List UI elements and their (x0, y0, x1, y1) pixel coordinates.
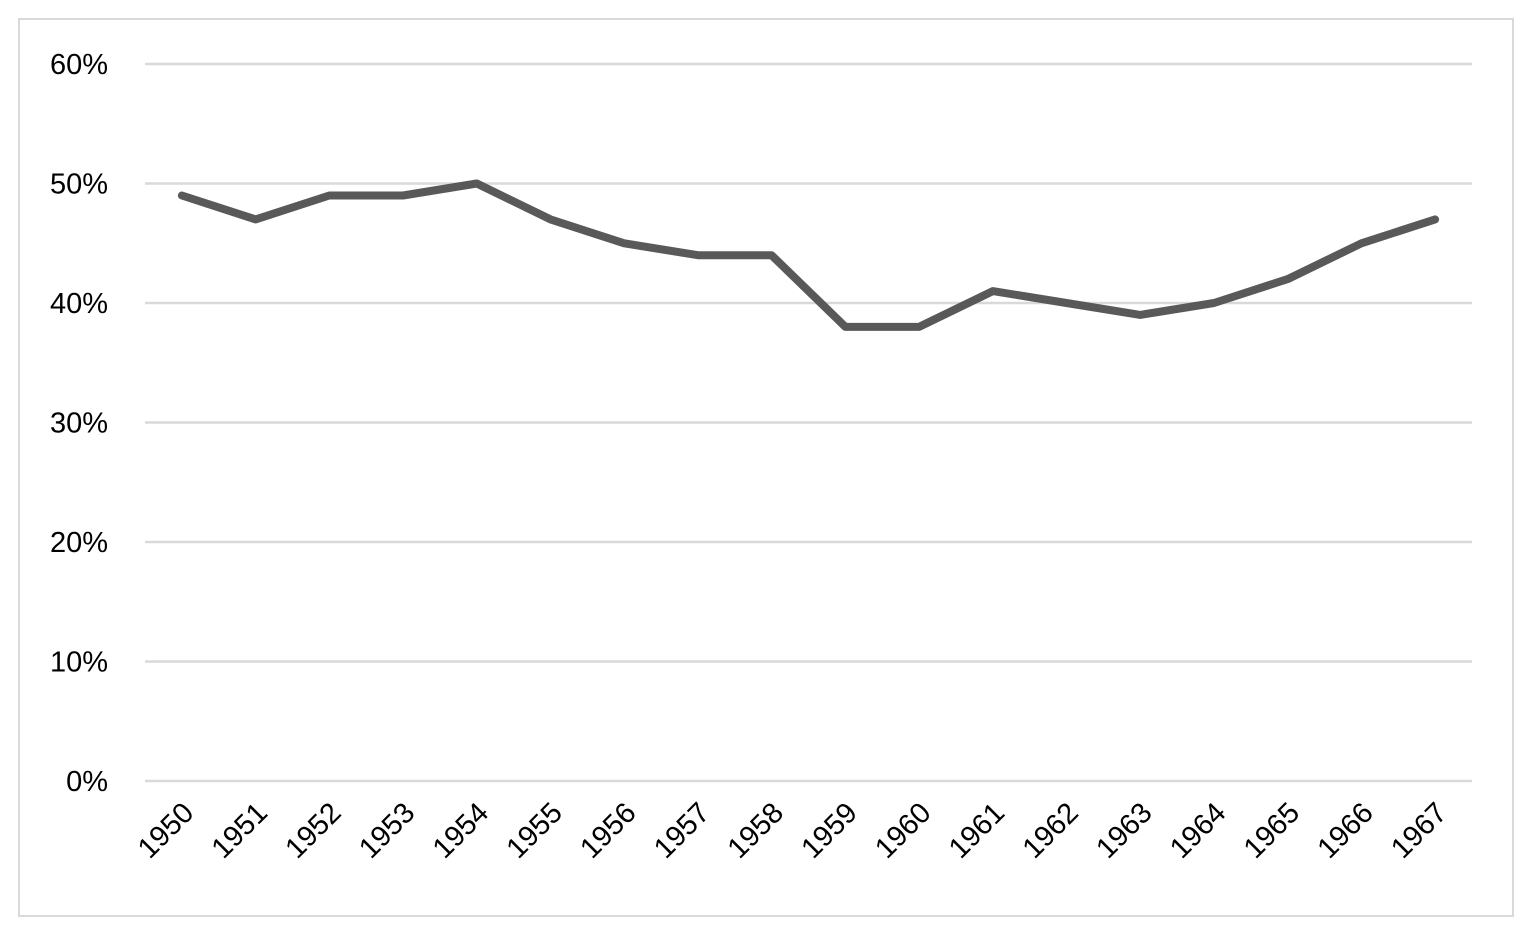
chart-frame (18, 18, 1514, 917)
x-tick-label: 1963 (1090, 797, 1158, 865)
y-tick-label: 20% (50, 527, 108, 559)
x-tick-label: 1966 (1312, 797, 1380, 865)
x-tick-label: 1952 (279, 797, 347, 865)
series-layer (177, 179, 1440, 331)
x-tick-label: 1957 (648, 797, 716, 865)
x-tick-label: 1967 (1385, 797, 1453, 865)
x-tick-label: 1960 (869, 797, 937, 865)
x-tick-label: 1964 (1164, 797, 1232, 865)
y-tick-label: 10% (50, 647, 108, 679)
y-tick-label: 60% (50, 49, 108, 81)
x-tick-label: 1965 (1238, 797, 1306, 865)
x-tick-label: 1950 (132, 797, 200, 865)
y-tick-label: 40% (50, 288, 108, 320)
y-tick-label: 50% (50, 169, 108, 201)
gridlines (145, 62, 1472, 783)
x-tick-label: 1961 (943, 797, 1011, 865)
x-tick-label: 1951 (206, 797, 274, 865)
x-axis-tick-labels: 1950 1951 1952 1953 1954 1955 1956 1957 1958 1959… (132, 797, 1454, 865)
y-tick-label: 0% (66, 766, 108, 798)
x-tick-label: 1954 (427, 797, 495, 865)
x-tick-label: 1959 (795, 797, 863, 865)
x-tick-label: 1953 (353, 797, 421, 865)
series-line-0 (177, 179, 1440, 331)
y-tick-label: 30% (50, 408, 108, 440)
y-axis-tick-labels: 0% 10% 20% 30% 40% 50% 60% (50, 49, 108, 798)
x-tick-label: 1955 (501, 797, 569, 865)
x-tick-label: 1962 (1017, 797, 1085, 865)
x-tick-label: 1958 (722, 797, 790, 865)
x-tick-label: 1956 (574, 797, 642, 865)
